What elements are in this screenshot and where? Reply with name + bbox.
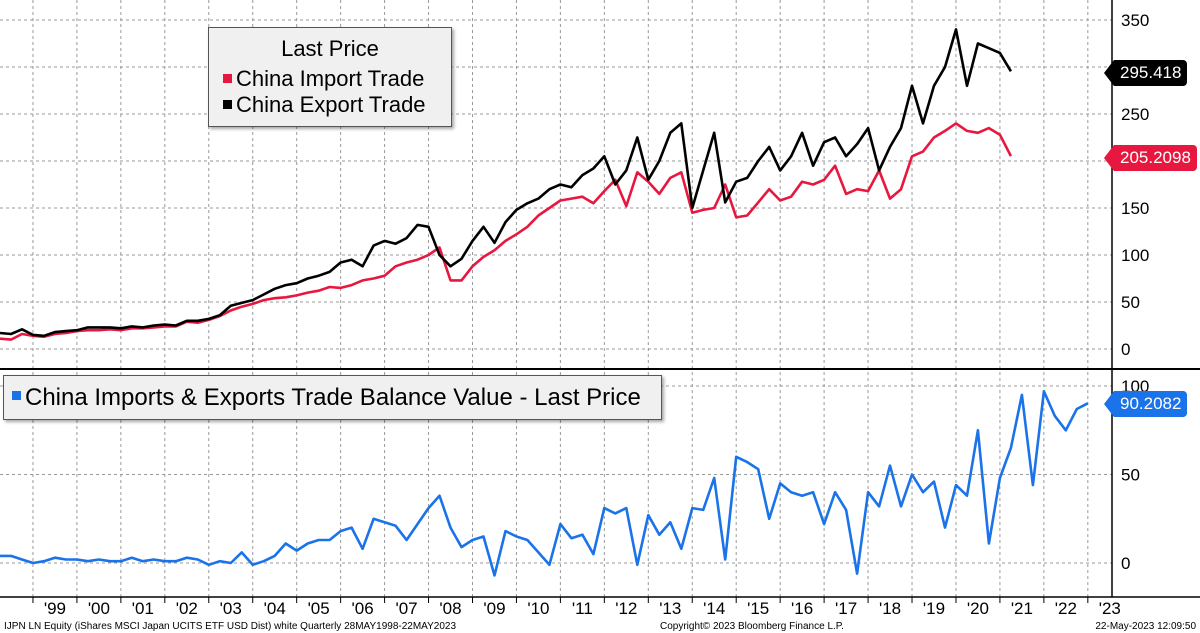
- x-tick-label: '09: [483, 599, 505, 618]
- axes: [0, 0, 1200, 603]
- x-tick-label: '20: [967, 599, 989, 618]
- legend-bottom: China Imports & Exports Trade Balance Va…: [3, 375, 662, 420]
- x-tick-label: '11: [572, 599, 593, 618]
- x-tick-label: '10: [527, 599, 549, 618]
- x-tick-label: '22: [1055, 599, 1077, 618]
- y-tick-label-top: 50: [1121, 293, 1140, 312]
- legend-swatch-import: [223, 73, 232, 83]
- x-tick-label: '17: [835, 599, 857, 618]
- y-tick-label-top: 350: [1121, 11, 1149, 30]
- series-line-export: [0, 28, 1013, 338]
- last-value-export: 295.418: [1103, 60, 1188, 86]
- legend-label-import: China Import Trade: [236, 66, 425, 91]
- x-tick-label: '13: [659, 599, 681, 618]
- x-tick-label: '99: [44, 599, 66, 618]
- footer-timestamp: 22-May-2023 12:09:50: [1095, 621, 1196, 632]
- legend-label-export: China Export Trade: [236, 92, 426, 117]
- legend-title: Last Price: [281, 36, 379, 61]
- x-tick-label: '00: [88, 599, 110, 618]
- x-tick-label: '23: [1099, 599, 1121, 618]
- legend-swatch-balance: [12, 391, 21, 401]
- x-tick-label: '03: [220, 599, 242, 618]
- x-tick-label: '04: [264, 599, 286, 618]
- series-line-import: [0, 122, 1013, 341]
- legend-top: Last Price China Import Trade China Expo…: [208, 27, 452, 127]
- legend-label-balance: China Imports & Exports Trade Balance Va…: [25, 384, 641, 411]
- y-tick-label-top: 100: [1121, 246, 1149, 265]
- x-tick-label: '12: [615, 599, 637, 618]
- x-tick-label: '15: [747, 599, 769, 618]
- legend-item-balance: China Imports & Exports Trade Balance Va…: [12, 384, 641, 412]
- x-tick-label: '16: [791, 599, 813, 618]
- footer-copyright: Copyright© 2023 Bloomberg Finance L.P.: [660, 621, 844, 632]
- y-tick-label-bottom: 0: [1121, 554, 1130, 573]
- x-tick-label: '01: [132, 599, 154, 618]
- last-value-import: 205.2098: [1104, 145, 1197, 171]
- legend-item-export: China Export Trade: [223, 92, 426, 118]
- x-tick-label: '18: [879, 599, 901, 618]
- footer-left: IJPN LN Equity (iShares MSCI Japan UCITS…: [4, 621, 456, 632]
- y-tick-label-top: 150: [1121, 199, 1149, 218]
- x-tick-label: '07: [395, 599, 417, 618]
- x-tick-label: '08: [439, 599, 461, 618]
- x-tick-label: '21: [1011, 599, 1033, 618]
- series-line-balance: [0, 389, 1089, 577]
- x-tick-label: '06: [352, 599, 374, 618]
- x-tick-labels: '99 '00 '01 '02 '03 '04 '05 '06 '07 '08 '09 '10 '11 '…: [44, 599, 1121, 618]
- x-tick-label: '02: [176, 599, 198, 618]
- x-tick-label: '14: [703, 599, 725, 618]
- legend-item-import: China Import Trade: [223, 66, 424, 92]
- x-tick-label: '19: [923, 599, 945, 618]
- grid-lines: [0, 0, 1112, 597]
- series-lines: [0, 28, 1089, 577]
- y-tick-label-top: 250: [1121, 105, 1149, 124]
- x-tick-label: '05: [308, 599, 330, 618]
- y-tick-label-bottom: 50: [1121, 466, 1140, 485]
- y-tick-label-top: 0: [1121, 340, 1130, 359]
- legend-swatch-export: [223, 99, 232, 109]
- last-value-balance: 90.2082: [1103, 391, 1188, 417]
